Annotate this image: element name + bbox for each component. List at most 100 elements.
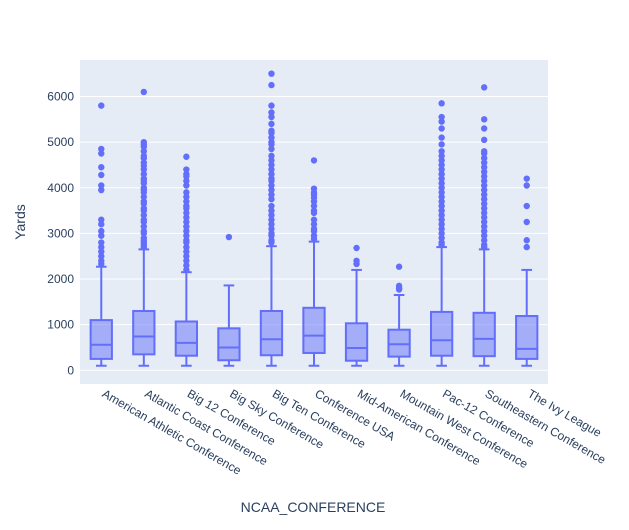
outlier-point (98, 102, 105, 109)
outlier-point (183, 205, 190, 212)
outlier-point (98, 232, 105, 239)
outlier-point (523, 202, 530, 210)
box-iqr (302, 306, 326, 354)
outlier-point (480, 116, 488, 123)
box-group (472, 84, 496, 367)
box-iqr (515, 315, 539, 360)
box-iqr (132, 309, 156, 356)
outlier-point (98, 227, 105, 235)
outlier-point (480, 182, 488, 189)
outlier-point (140, 218, 148, 226)
outlier-point (140, 166, 148, 173)
outlier-point (183, 153, 190, 160)
outlier-point (140, 193, 148, 201)
outlier-point (183, 182, 190, 189)
outlier-point (480, 214, 488, 221)
outlier-point (353, 260, 360, 268)
outlier-point (353, 244, 360, 252)
outlier-point (438, 152, 445, 160)
outlier-point (268, 129, 275, 137)
outlier-point (438, 211, 445, 219)
outlier-point (183, 223, 190, 230)
outlier-point (480, 125, 488, 132)
box-group (515, 175, 539, 367)
outlier-point (438, 180, 445, 187)
outlier-point (268, 207, 275, 214)
outlier-point (140, 148, 148, 155)
outlier-point (98, 221, 105, 228)
outlier-point (183, 239, 190, 246)
outlier-point (140, 88, 148, 96)
box-group (302, 157, 326, 367)
outlier-point (183, 248, 190, 255)
outlier-point (438, 202, 445, 210)
outlier-point (183, 227, 190, 235)
outlier-point (480, 136, 488, 144)
outlier-point (98, 239, 105, 246)
outlier-point (480, 159, 488, 166)
outlier-point (438, 230, 445, 237)
outlier-point (183, 189, 190, 196)
outlier-point (140, 223, 148, 230)
outlier-point (310, 202, 318, 210)
outlier-point (183, 209, 190, 217)
outlier-point (310, 227, 318, 235)
outlier-point (480, 232, 488, 239)
y-tick-label: 0 (67, 363, 74, 377)
outlier-point (268, 221, 275, 228)
outlier-point (98, 171, 105, 179)
outlier-point (480, 227, 488, 235)
outlier-point (268, 195, 275, 203)
box-group (259, 70, 284, 367)
outlier-point (480, 150, 488, 157)
y-tick-label: 6000 (47, 90, 74, 104)
outlier-point (268, 186, 275, 194)
outlier-point (183, 198, 190, 205)
outlier-point (438, 157, 445, 164)
outlier-point (140, 230, 148, 237)
outlier-point (438, 166, 445, 173)
outlier-point (183, 166, 190, 173)
outlier-point (310, 209, 318, 217)
y-tick-label: 1000 (47, 318, 74, 332)
box-group (89, 102, 113, 367)
outlier-point (310, 235, 318, 243)
outlier-point (183, 193, 190, 201)
outlier-point (480, 168, 488, 176)
outlier-point (268, 166, 275, 173)
outlier-point (480, 84, 488, 91)
outlier-point (183, 257, 190, 264)
outlier-point (480, 164, 488, 171)
outlier-point (268, 211, 275, 219)
box-group (387, 263, 411, 367)
outlier-point (438, 134, 445, 141)
outlier-point (98, 150, 105, 157)
outlier-point (140, 207, 148, 214)
outlier-point (183, 177, 190, 185)
outlier-point (98, 243, 105, 251)
outlier-point (310, 157, 318, 164)
outlier-point (438, 207, 445, 214)
outlier-point (480, 191, 488, 198)
outlier-point (310, 221, 318, 228)
outlier-point (395, 263, 403, 270)
outlier-point (140, 189, 148, 196)
outlier-point (480, 186, 488, 194)
outlier-point (480, 205, 488, 212)
outlier-point (140, 200, 148, 207)
outlier-point (438, 193, 445, 201)
outlier-point (98, 248, 105, 255)
outlier-point (438, 225, 445, 233)
boxes (89, 70, 539, 367)
box-iqr (387, 328, 411, 358)
outlier-point (183, 243, 190, 251)
outlier-point (480, 173, 488, 180)
outlier-point (140, 170, 148, 178)
y-axis-title: Yards (12, 204, 28, 240)
outlier-point (438, 216, 445, 223)
outlier-point (480, 209, 488, 217)
outlier-point (98, 145, 105, 153)
outlier-point (523, 237, 530, 244)
outlier-point (140, 211, 148, 219)
